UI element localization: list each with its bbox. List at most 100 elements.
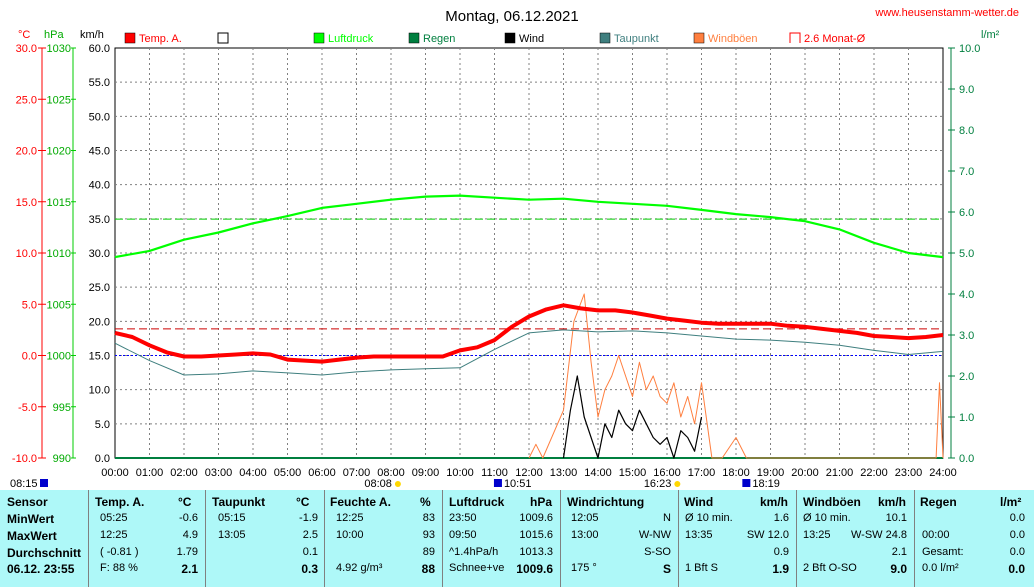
legend-label: Temp. A. xyxy=(139,33,182,45)
table-cell: 1009.6 xyxy=(516,562,553,576)
time-tick-label: 04:00 xyxy=(239,467,267,479)
table-cell: 00:00 xyxy=(922,529,950,541)
event-markers: 08:15 08:08 10:51 16:23 18:19 xyxy=(10,478,780,490)
pressure-tick-label: 995 xyxy=(53,402,71,414)
event-marker xyxy=(394,481,401,487)
table-cell: 13:00 xyxy=(571,529,599,541)
temp-tick-label: 15.0 xyxy=(16,197,37,209)
time-tick-label: 15:00 xyxy=(619,467,647,479)
unit-pressure: hPa xyxy=(44,29,64,41)
wind-tick-label: 0.0 xyxy=(95,453,110,465)
series-line-windb-en xyxy=(528,293,944,459)
grid xyxy=(114,47,944,459)
table-header: l/m² xyxy=(1000,495,1022,509)
unit-rain: l/m² xyxy=(981,29,1000,41)
table-divider xyxy=(796,490,797,587)
event-label: 10:51 xyxy=(504,478,532,490)
table-divider xyxy=(560,490,561,587)
table-cell: 2.1 xyxy=(891,546,907,558)
axes: 30.0 25.0 20.0 15.0 10.0 5.0 0.0 -5.0 -10.0 1030 1… xyxy=(12,43,981,479)
table-cell: 4.92 g/m³ xyxy=(336,562,383,574)
stats-table: Sensor Temp. A. °C Taupunkt °C Feuchte A.% Luf… xyxy=(0,490,1034,587)
table-cell: 2 Bft O-SO xyxy=(803,562,857,574)
table-row-label: Durchschnitt xyxy=(7,546,82,560)
table-cell: ( -0.81 ) xyxy=(100,546,139,558)
time-tick-label: 02:00 xyxy=(170,467,198,479)
time-tick-label: 09:00 xyxy=(412,467,440,479)
event-label: 08:08 xyxy=(364,478,392,490)
wind-tick-label: 15.0 xyxy=(89,351,110,363)
table-cell: 2.1 xyxy=(181,562,198,576)
rain-tick-label: 1.0 xyxy=(959,412,974,424)
table-header: Windböen xyxy=(803,495,861,509)
temp-tick-label: 5.0 xyxy=(22,299,37,311)
table-cell: 10.1 xyxy=(885,512,907,524)
table-cell: 0.9 xyxy=(773,546,789,558)
reference-lines xyxy=(115,218,943,356)
rain-tick-label: 6.0 xyxy=(959,207,974,219)
time-tick-label: 19:00 xyxy=(757,467,785,479)
wind-tick-label: 40.0 xyxy=(89,180,110,192)
table-divider xyxy=(324,490,325,587)
table-row-label: MinWert xyxy=(7,512,55,526)
event-label: 08:15 xyxy=(10,478,38,490)
table-header: km/h xyxy=(878,495,907,509)
legend-label: Luftdruck xyxy=(328,33,374,45)
table-header: Sensor xyxy=(7,495,48,509)
table-cell: 12:25 xyxy=(336,512,364,524)
unit-temp: °C xyxy=(18,29,30,41)
legend-swatch xyxy=(693,32,705,44)
table-divider xyxy=(442,490,443,587)
legend-label: 2.6 Monat-Ø xyxy=(804,33,866,45)
table-cell: 1.9 xyxy=(772,562,789,576)
rain-tick-label: 2.0 xyxy=(959,371,974,383)
table-header: hPa xyxy=(530,495,553,509)
site-url[interactable]: www.heusenstamm-wetter.de xyxy=(874,7,1019,19)
table-cell: 93 xyxy=(422,529,435,541)
legend-swatch xyxy=(217,32,229,44)
table-divider xyxy=(678,490,679,587)
wind-tick-label: 10.0 xyxy=(89,385,110,397)
table-cell: 23:50 xyxy=(449,512,477,524)
table-cell: 10:00 xyxy=(336,529,364,541)
time-tick-label: 11:00 xyxy=(481,467,508,479)
table-cell: 9.0 xyxy=(890,562,907,576)
wind-tick-label: 45.0 xyxy=(89,146,110,158)
table-cell: 1 Bft S xyxy=(685,562,719,574)
table-divider xyxy=(88,490,89,587)
table-header: Windrichtung xyxy=(567,495,645,509)
legend-label: Wind xyxy=(519,33,544,45)
legend-swatch xyxy=(124,32,136,44)
table-cell: 1009.6 xyxy=(519,512,553,524)
table-cell: 0.0 l/m² xyxy=(922,562,959,574)
time-tick-label: 24:00 xyxy=(929,467,957,479)
legend: Temp. A. Luftdruck Regen Wind Taupunkt Windbö… xyxy=(124,32,866,45)
time-tick-label: 05:00 xyxy=(274,467,302,479)
chart-title: Montag, 06.12.2021 xyxy=(445,8,578,25)
time-tick-label: 23:00 xyxy=(895,467,923,479)
series-line-temp-a xyxy=(114,303,944,364)
pressure-tick-label: 1030 xyxy=(47,43,71,55)
series-line-taupunkt xyxy=(114,329,944,376)
time-tick-label: 21:00 xyxy=(826,467,854,479)
table-cell: 4.9 xyxy=(182,529,198,541)
time-tick-label: 17:00 xyxy=(688,467,716,479)
table-cell: -1.9 xyxy=(299,512,318,524)
temp-tick-label: 30.0 xyxy=(16,43,37,55)
table-header: Regen xyxy=(920,495,957,509)
table-header: Luftdruck xyxy=(449,495,505,509)
time-tick-label: 14:00 xyxy=(584,467,612,479)
time-tick-label: 08:00 xyxy=(377,467,405,479)
table-cell: W-SW 24.8 xyxy=(850,529,907,541)
table-header: Wind xyxy=(684,495,714,509)
time-tick-label: 01:00 xyxy=(136,467,164,479)
pressure-tick-label: 1005 xyxy=(47,299,71,311)
time-tick-label: 10:00 xyxy=(446,467,474,479)
time-tick-label: 20:00 xyxy=(791,467,819,479)
table-cell: Gesamt: xyxy=(922,546,964,558)
event-marker xyxy=(674,481,681,487)
wind-tick-label: 35.0 xyxy=(89,214,110,226)
table-header: Temp. A. xyxy=(95,495,145,509)
table-divider xyxy=(914,490,915,587)
rain-tick-label: 7.0 xyxy=(959,166,974,178)
